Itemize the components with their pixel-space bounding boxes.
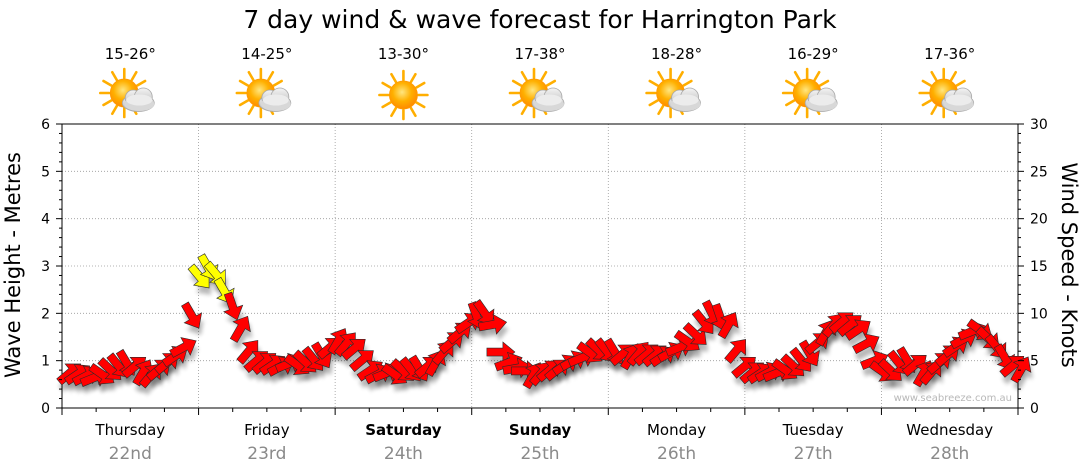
left-tick-label: 0 (41, 401, 50, 417)
left-tick-label: 6 (41, 117, 50, 133)
right-axis-wind-speed: 0 5 10 15 20 25 30 (1018, 117, 1048, 417)
wind-arrow (717, 312, 739, 340)
sun-cloud-icon (918, 67, 975, 119)
sun-cloud-icon (235, 67, 292, 119)
sun-cloud-icon (98, 67, 155, 119)
date-label: 22nd (109, 444, 152, 464)
date-label: 23rd (247, 444, 286, 464)
right-tick-label: 30 (1030, 117, 1048, 133)
wind-arrow (169, 337, 197, 358)
temperature-range: 14-25° (241, 45, 292, 63)
left-tick-label: 4 (41, 212, 50, 228)
day-label: Thursday (94, 421, 165, 439)
temperature-range: 17-38° (514, 45, 565, 63)
sun-cloud-icon (781, 67, 838, 119)
x-axis-day-labels: Thursday 22nd Friday 23rd Saturday 24th Sunday… (94, 421, 993, 464)
day-label: Friday (244, 421, 290, 439)
wind-arrow (223, 291, 244, 321)
right-tick-label: 0 (1030, 401, 1039, 417)
day-label: Saturday (365, 421, 442, 439)
right-tick-label: 10 (1030, 306, 1048, 322)
date-label: 27th (794, 444, 833, 464)
temperature-range: 18-28° (651, 45, 702, 63)
chart-grid (61, 124, 1019, 415)
right-axis-title: Wind Speed - Knots (1057, 162, 1080, 367)
left-tick-label: 2 (41, 306, 50, 322)
left-tick-label: 3 (41, 259, 50, 275)
watermark: www.seabreeze.com.au (894, 393, 1012, 404)
date-label: 28th (930, 444, 969, 464)
right-tick-label: 15 (1030, 259, 1048, 275)
right-tick-label: 20 (1030, 212, 1048, 228)
sun-cloud-icon (645, 67, 701, 119)
daily-forecast-row: 15-26° 14-25° 13-30° 17-38° 18-28° 16-29° 17-3… (98, 45, 975, 121)
sun-icon (378, 69, 429, 121)
wind-arrow (724, 339, 746, 364)
wind-arrow (477, 313, 508, 335)
temperature-range: 15-26° (105, 45, 156, 63)
temperature-range: 16-29° (788, 45, 839, 63)
left-axis-wave-height: 0 1 2 3 4 5 6 (41, 117, 62, 417)
date-label: 25th (520, 444, 559, 464)
date-label: 24th (384, 444, 423, 464)
day-label: Tuesday (782, 421, 844, 439)
wind-arrow (472, 299, 495, 326)
right-tick-label: 5 (1030, 354, 1039, 370)
day-label: Sunday (509, 421, 572, 439)
wind-arrows (56, 253, 1032, 390)
left-axis-title: Wave Height - Metres (1, 152, 25, 378)
day-label: Wednesday (906, 421, 993, 439)
chart-title: 7 day wind & wave forecast for Harringto… (243, 5, 837, 34)
wind-arrow (181, 301, 203, 329)
temperature-range: 13-30° (378, 45, 429, 63)
day-label: Monday (647, 421, 706, 439)
date-label: 26th (657, 444, 696, 464)
left-tick-label: 1 (41, 354, 50, 370)
temperature-range: 17-36° (924, 45, 975, 63)
sun-cloud-icon (508, 67, 565, 119)
wind-arrow (229, 315, 251, 343)
left-tick-label: 5 (41, 164, 50, 180)
right-tick-label: 25 (1030, 164, 1048, 180)
